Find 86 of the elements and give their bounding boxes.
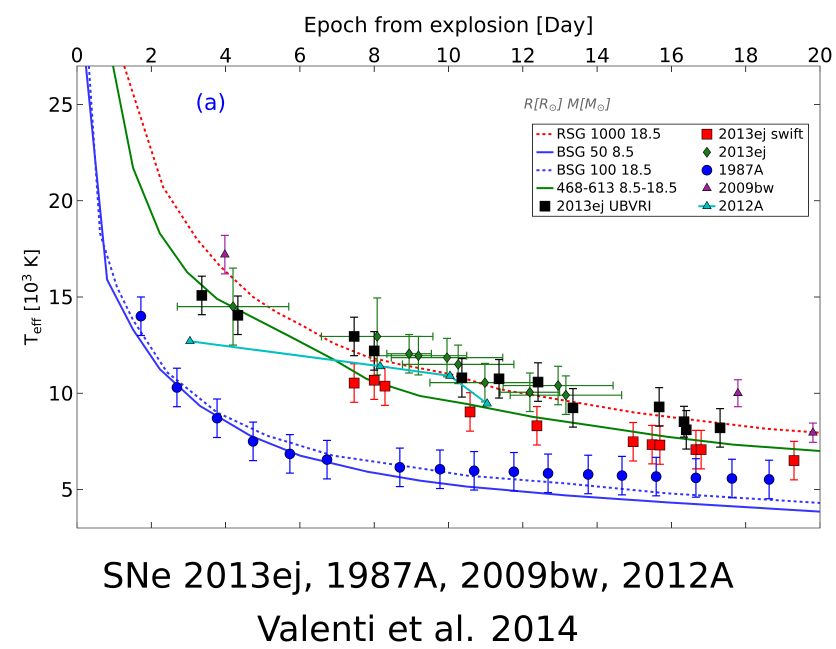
point (434, 464, 446, 475)
point (654, 402, 664, 412)
legend-label: 2009bw (719, 182, 774, 193)
point (464, 406, 476, 418)
point (368, 346, 380, 356)
point (628, 436, 638, 448)
point (445, 370, 455, 379)
text: Valenti et al. 2014 (257, 614, 578, 642)
point (733, 388, 743, 396)
point (526, 386, 534, 398)
point (456, 372, 468, 384)
point (680, 424, 692, 436)
point (380, 380, 390, 392)
point (654, 440, 666, 450)
legend-label: 2012A (719, 200, 764, 211)
x-tick-label: 10 (438, 47, 460, 62)
point (650, 471, 662, 482)
legend-label: 2013ej UBVRI (557, 200, 650, 214)
point (368, 374, 380, 386)
point (322, 454, 332, 465)
point (232, 310, 244, 321)
point (480, 377, 489, 388)
x-tick-label: 18 (735, 47, 758, 62)
point (582, 469, 594, 480)
legend-title: R[R$_{⊙}$] M[M$_{⊙}$] (524, 98, 610, 111)
point (442, 352, 452, 363)
point (348, 331, 360, 342)
x-tick-label: 2 (146, 48, 156, 62)
y-tick-label: 20 (50, 193, 72, 208)
point (414, 350, 422, 361)
point (532, 376, 544, 388)
point (248, 436, 258, 447)
point (482, 398, 492, 406)
point (394, 462, 406, 473)
point (228, 301, 238, 312)
text: SNe 2013ej, 1987A, 2009bw, 2012A (104, 561, 734, 595)
y-tick-label: 10 (50, 386, 72, 401)
x-tick-label: 20 (808, 47, 832, 62)
x-tick-label: 4 (220, 48, 231, 62)
y-tick-label: 5 (62, 482, 72, 497)
point (508, 466, 520, 478)
point (348, 378, 360, 388)
x-tick-label: 6 (294, 47, 305, 62)
point (532, 420, 542, 432)
x-tick-label: 14 (586, 48, 609, 62)
y-axis-title: T$_{eff}$ [10$^{3}$ K] (22, 250, 42, 346)
point (568, 402, 578, 414)
x-tick-label: 16 (660, 47, 683, 62)
point (284, 448, 296, 460)
point (196, 290, 208, 301)
x-axis-title: Epoch from explosion [Day] (306, 16, 592, 36)
point (136, 310, 146, 322)
point (788, 455, 800, 466)
point (172, 382, 182, 393)
point (185, 336, 195, 344)
y-tick-label: 25 (50, 96, 72, 112)
point (454, 359, 462, 370)
y-tick-label: 15 (50, 290, 72, 304)
point (373, 331, 382, 342)
point (714, 422, 726, 434)
point (405, 348, 414, 360)
x-tick-label: 12 (512, 48, 534, 62)
legend-label: BSG 50 8.5 (558, 146, 634, 157)
legend-label: 2013ej (719, 146, 766, 160)
point (220, 249, 230, 258)
x-tick-label: 0 (72, 47, 82, 62)
point (376, 360, 385, 370)
point (212, 412, 222, 424)
point (696, 444, 706, 455)
point (562, 390, 570, 400)
legend-label: RSG 1000 18.5 (558, 128, 660, 139)
point (554, 380, 562, 391)
point (468, 466, 480, 476)
point (726, 473, 738, 484)
point (616, 470, 628, 481)
legend-label: 1987A (720, 164, 764, 175)
point (494, 374, 504, 384)
legend-label: BSG 100 18.5 (558, 164, 651, 175)
legend-label: 2013ej swift (719, 128, 804, 142)
x-tick-label: 8 (369, 47, 380, 62)
point (542, 468, 554, 479)
point (690, 472, 702, 484)
annotation: (a) (197, 93, 224, 113)
legend-label: 468-613 8.5-18.5 (557, 182, 676, 193)
point (764, 474, 774, 485)
point (808, 427, 818, 436)
